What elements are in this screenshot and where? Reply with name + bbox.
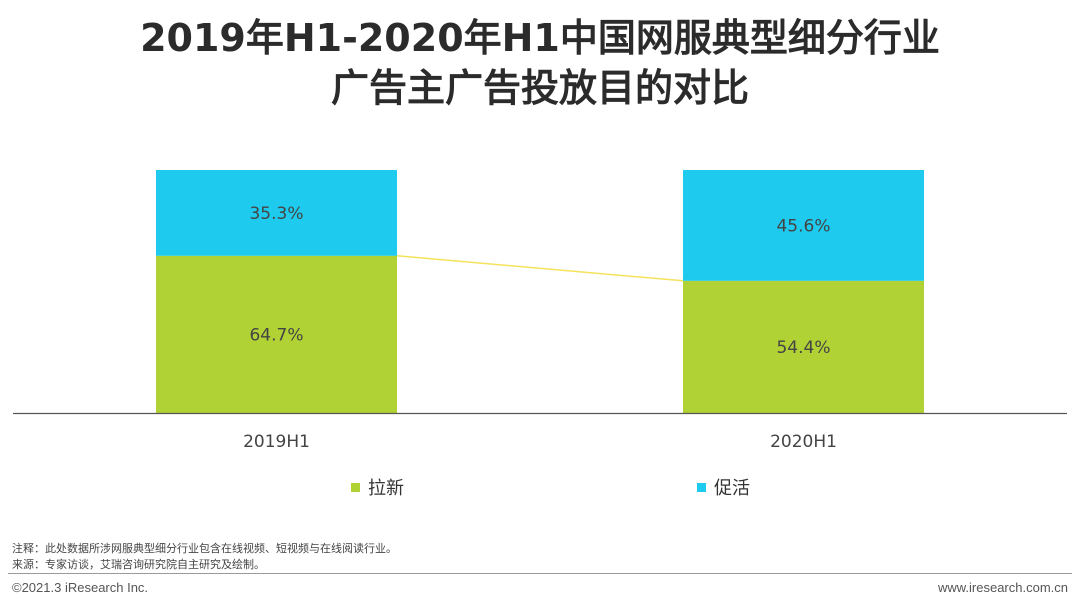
legend-item-laxin: 拉新: [351, 474, 404, 500]
chart-title-line1: 2019年H1-2020年H1中国网服典型细分行业: [140, 16, 940, 60]
legend-label-cuhuo: 促活: [714, 478, 750, 499]
copyright: ©2021.3 iResearch Inc.: [12, 580, 149, 595]
stacked-bar-chart: 64.7% 35.3% 2019H1 54.4% 45.6% 2020H1: [13, 170, 1067, 452]
website: www.iresearch.com.cn: [937, 580, 1068, 595]
source-note: 来源：专家访谈，艾瑞咨询研究院自主研究及绘制。: [12, 558, 265, 571]
legend-item-cuhuo: 促活: [697, 474, 750, 500]
data-label-2020H1-series-0: 54.4%: [776, 338, 830, 358]
data-label-2019H1-series-1: 35.3%: [249, 204, 303, 224]
chart-title-line2: 广告主广告投放目的对比: [330, 66, 749, 110]
footnote: 注释：此处数据所涉网服典型细分行业包含在线视频、短视频与在线阅读行业。: [12, 542, 397, 555]
legend-label-laxin: 拉新: [368, 478, 404, 499]
bar-2020H1-series-0: [683, 280, 924, 413]
data-label-2019H1-series-0: 64.7%: [249, 325, 303, 345]
connector-line: [396, 255, 684, 282]
bar-2019H1-series-1: [156, 170, 397, 256]
x-tick-label-2019H1: 2019H1: [243, 432, 310, 452]
bar-2020H1-series-1: [683, 170, 924, 281]
data-label-2020H1-series-1: 45.6%: [776, 216, 830, 236]
x-tick-label-2020H1: 2020H1: [770, 432, 837, 452]
footer-divider: [8, 573, 1072, 574]
legend-swatch-cuhuo: [697, 482, 706, 492]
legend-swatch-laxin: [351, 482, 360, 492]
bar-2019H1-series-0: [156, 255, 397, 413]
